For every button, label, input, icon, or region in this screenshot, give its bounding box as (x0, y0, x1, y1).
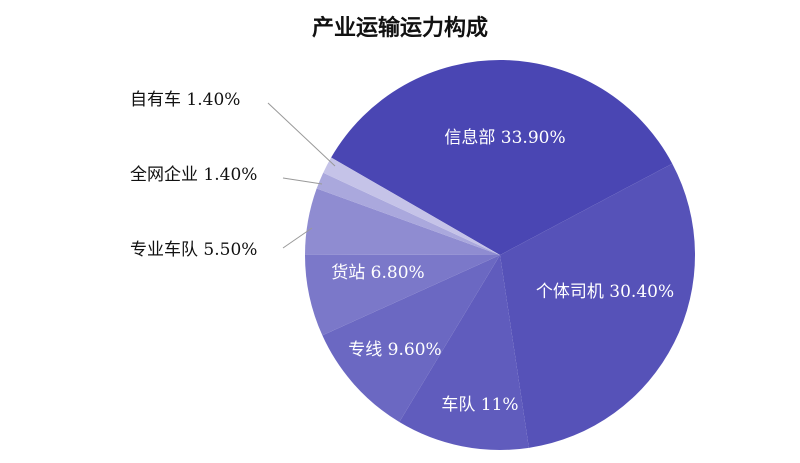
slice-label-1: 个体司机 30.40% (536, 282, 674, 302)
pie-slice-3 (322, 255, 500, 423)
pie-slice-6 (316, 172, 500, 255)
chart-title: 产业运输运力构成 (311, 15, 488, 41)
pie-slice-4 (305, 254, 500, 336)
slice-label-7: 自有车 1.40% (130, 90, 240, 110)
slice-label-4: 货站 6.80% (331, 263, 424, 283)
leader-line-5 (282, 227, 313, 249)
slice-label-5: 专业车队 5.50% (130, 240, 257, 260)
leader-line-6 (282, 177, 323, 185)
pie-slice-7 (323, 157, 500, 255)
pie-slice-0 (331, 60, 673, 255)
slice-label-0: 信息部 33.90% (444, 128, 565, 148)
pie-slice-1 (500, 163, 695, 448)
pie-slice-5 (305, 188, 500, 255)
pie-slice-2 (399, 255, 529, 450)
slice-label-3: 专线 9.60% (348, 340, 441, 360)
slice-label-2: 车队 11% (441, 395, 518, 415)
leader-line-7 (267, 102, 336, 167)
slice-label-6: 全网企业 1.40% (130, 165, 257, 185)
